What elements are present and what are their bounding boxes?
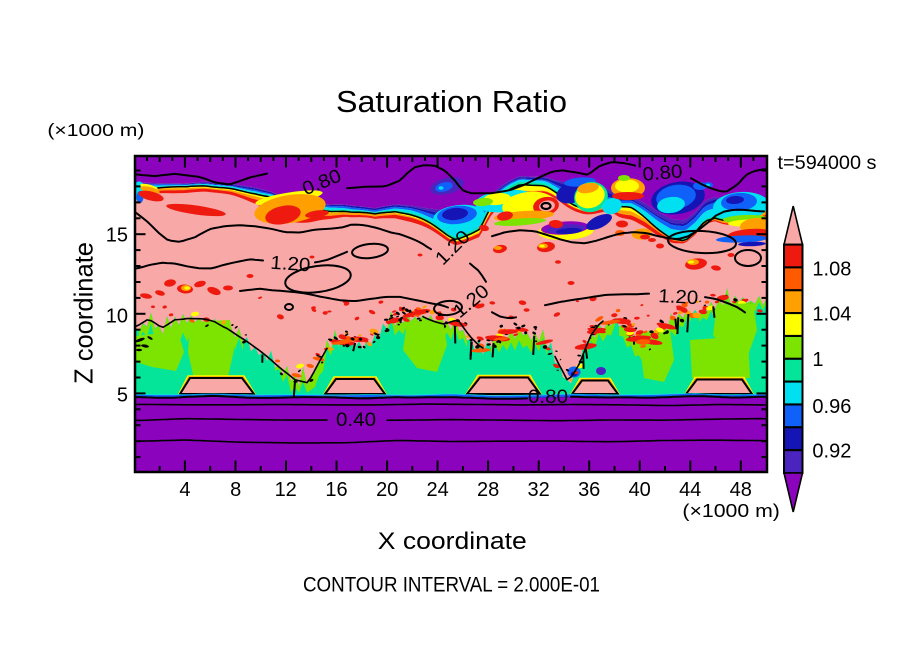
svg-text:28: 28 <box>477 479 499 501</box>
svg-text:32: 32 <box>527 479 549 501</box>
svg-text:1.04: 1.04 <box>812 304 851 326</box>
svg-text:1.08: 1.08 <box>812 259 851 281</box>
svg-text:4: 4 <box>179 479 190 501</box>
svg-text:10: 10 <box>106 306 128 328</box>
svg-text:12: 12 <box>275 479 297 501</box>
svg-text:CONTOUR INTERVAL = 2.000E-01: CONTOUR INTERVAL = 2.000E-01 <box>303 574 600 597</box>
svg-text:0.96: 0.96 <box>812 396 851 418</box>
svg-text:0.80: 0.80 <box>642 161 684 185</box>
svg-text:24: 24 <box>426 479 448 501</box>
svg-text:15: 15 <box>106 225 128 247</box>
svg-text:t=594000 s: t=594000 s <box>778 153 877 174</box>
svg-text:1: 1 <box>812 349 823 371</box>
svg-text:16: 16 <box>325 479 347 501</box>
svg-text:40: 40 <box>629 479 651 501</box>
svg-text:8: 8 <box>230 479 241 501</box>
svg-text:5: 5 <box>117 385 128 407</box>
svg-text:20: 20 <box>376 479 398 501</box>
svg-text:1.20: 1.20 <box>270 253 311 277</box>
svg-text:X coordinate: X coordinate <box>378 528 527 555</box>
svg-text:Z coordinate: Z coordinate <box>69 242 99 384</box>
svg-text:1.20: 1.20 <box>658 286 699 309</box>
svg-text:Saturation Ratio: Saturation Ratio <box>336 84 567 119</box>
svg-text:44: 44 <box>679 479 701 501</box>
svg-text:(×1000 m): (×1000 m) <box>47 120 144 140</box>
svg-text:0.40: 0.40 <box>336 410 376 431</box>
svg-text:48: 48 <box>730 479 752 501</box>
svg-text:(×1000 m): (×1000 m) <box>682 501 780 521</box>
svg-text:0.80: 0.80 <box>528 387 568 408</box>
svg-text:0.92: 0.92 <box>812 441 851 463</box>
svg-text:36: 36 <box>578 479 600 501</box>
